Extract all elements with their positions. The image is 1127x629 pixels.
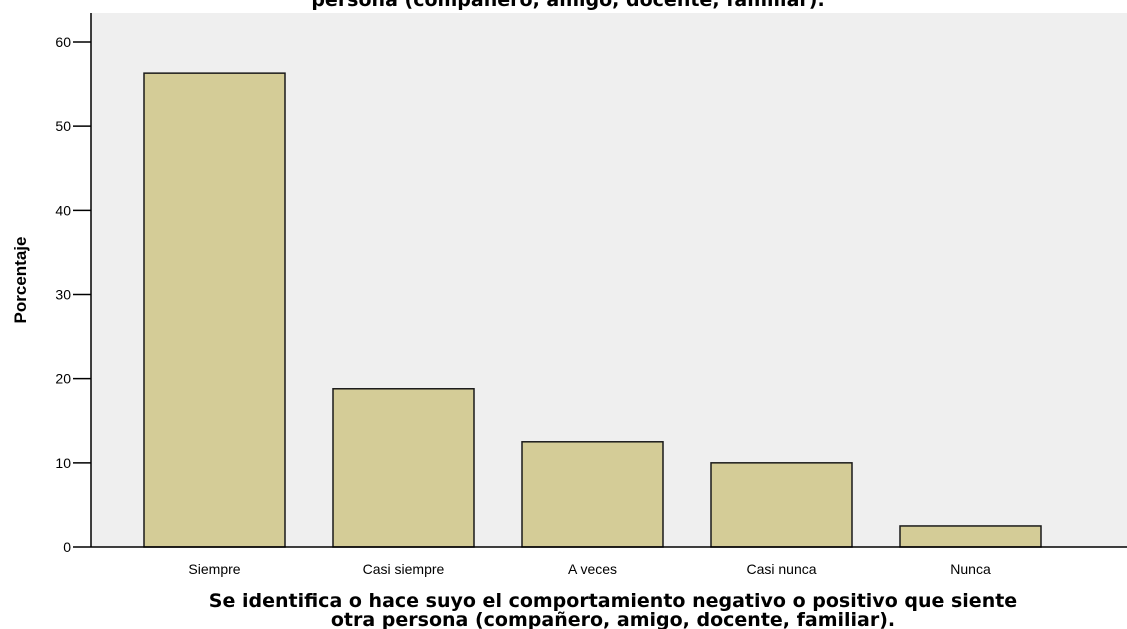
y-axis: 0 10 20 30 40 50 60 (55, 13, 92, 555)
x-axis-label-line-2: otra persona (compañero, amigo, docente,… (331, 609, 895, 629)
y-tick-label: 30 (55, 287, 71, 303)
x-tick-label: Casi siempre (363, 561, 445, 577)
bar-siempre (143, 72, 286, 548)
chart-title: persona (compañero, amigo, docente, fami… (311, 0, 824, 11)
y-tick-label: 10 (55, 455, 71, 471)
y-tick-label: 0 (63, 539, 71, 555)
bar-nunca (899, 525, 1042, 548)
bar-casi-nunca (710, 462, 853, 548)
bars-group (143, 72, 1042, 548)
y-axis-label: Porcentaje (11, 237, 30, 324)
y-tick-label: 40 (55, 202, 71, 218)
bar-casi-siempre (332, 388, 475, 548)
x-tick-label: Siempre (188, 561, 240, 577)
x-tick-label: A veces (568, 561, 617, 577)
x-axis: Siempre Casi siempre A veces Casi nunca Nunc… (91, 546, 1127, 577)
bar-a-veces (521, 441, 664, 548)
x-tick-label: Casi nunca (746, 561, 816, 577)
y-tick-label: 20 (55, 371, 71, 387)
y-tick-label: 50 (55, 118, 71, 134)
x-tick-label: Nunca (950, 561, 991, 577)
y-tick-label: 60 (55, 34, 71, 50)
x-axis-label-line-1: Se identifica o hace suyo el comportamie… (209, 590, 1017, 612)
